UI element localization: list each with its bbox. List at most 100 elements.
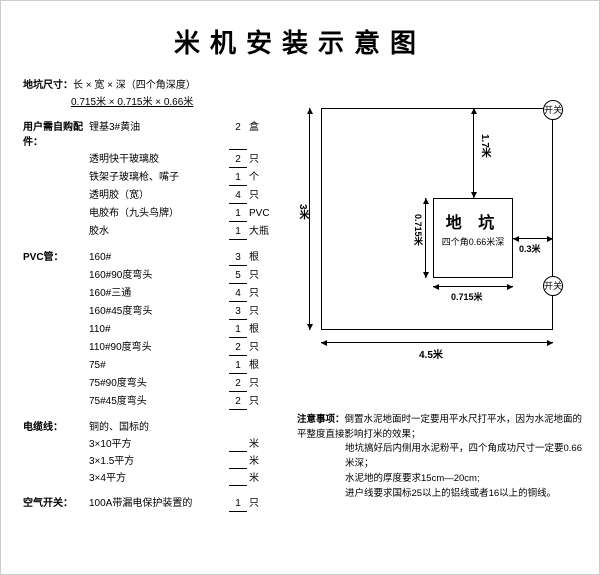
spec-group: 用户需自购配件：锂基3#黄油2盒透明快干玻璃胶2只铁架子玻璃枪、嘴子1个透明胶（… xyxy=(23,120,273,240)
group-name xyxy=(23,170,89,186)
pit-label: 地 坑 xyxy=(434,209,512,233)
notes-head: 注意事项： xyxy=(297,414,345,425)
spec-row: 75#90度弯头2只 xyxy=(23,376,273,392)
item-qty xyxy=(229,454,247,469)
dim-right-gap: 0.3米 xyxy=(519,242,541,255)
dim-pit-h: 0.715米 xyxy=(412,214,425,246)
group-name xyxy=(23,304,89,320)
item-qty: 5 xyxy=(229,268,247,284)
item-qty xyxy=(229,471,247,486)
item-qty: 2 xyxy=(229,152,247,168)
item-qty: 1 xyxy=(229,170,247,186)
item-name: 透明快干玻璃胶 xyxy=(89,152,227,168)
group-name xyxy=(23,376,89,392)
item-qty: 2 xyxy=(229,376,247,392)
item-unit: 盒 xyxy=(249,120,273,150)
group-name: 用户需自购配件： xyxy=(23,120,89,150)
item-name: 铁架子玻璃枪、嘴子 xyxy=(89,170,227,186)
item-unit: 根 xyxy=(249,250,273,266)
spec-row: 电缆线：铜的、国标的 xyxy=(23,420,273,435)
item-name: 3×1.5平方 xyxy=(89,454,227,469)
group-name xyxy=(23,394,89,410)
group-name: 电缆线： xyxy=(23,420,89,435)
spec-row: 电胶布（九头鸟牌）1PVC xyxy=(23,206,273,222)
group-name xyxy=(23,340,89,356)
item-qty: 2 xyxy=(229,340,247,356)
item-name: 75#90度弯头 xyxy=(89,376,227,392)
group-name xyxy=(23,224,89,240)
item-qty: 1 xyxy=(229,224,247,240)
group-name: 空气开关： xyxy=(23,496,89,512)
item-name: 110#90度弯头 xyxy=(89,340,227,356)
spec-row: 110#90度弯头2只 xyxy=(23,340,273,356)
spec-row: 110#1根 xyxy=(23,322,273,338)
group-name xyxy=(23,437,89,452)
spec-row: 胶水1大瓶 xyxy=(23,224,273,240)
group-name xyxy=(23,188,89,204)
floor-plan: 开关 开关 地 坑 四个角0.66米深 4.5米 3米 0.715米 0.715… xyxy=(293,80,573,370)
spec-row: 铁架子玻璃枪、嘴子1个 xyxy=(23,170,273,186)
item-unit: 只 xyxy=(249,340,273,356)
spec-row: 3×10平方 米 xyxy=(23,437,273,452)
item-name: 110# xyxy=(89,322,227,338)
spec-row: 用户需自购配件：锂基3#黄油2盒 xyxy=(23,120,273,150)
item-name: 3×10平方 xyxy=(89,437,227,452)
group-name xyxy=(23,358,89,374)
item-name: 75# xyxy=(89,358,227,374)
group-name xyxy=(23,471,89,486)
item-name: 锂基3#黄油 xyxy=(89,120,227,150)
dim-outer-w: 4.5米 xyxy=(419,346,443,361)
item-unit: 只 xyxy=(249,268,273,284)
note-line-2: 水泥地的厚度要求15cm—20cm; xyxy=(345,472,480,487)
dim-top-gap: 1.7米 xyxy=(477,134,492,158)
spec-group: 电缆线：铜的、国标的3×10平方米3×1.5平方米3×4平方米 xyxy=(23,420,273,486)
item-qty: 1 xyxy=(229,206,247,222)
item-unit: 根 xyxy=(249,322,273,338)
group-name xyxy=(23,322,89,338)
notes: 注意事项：倒置水泥地面时一定要用平水尺打平水，因为水泥地面的平整度直接影响打米的… xyxy=(297,413,587,501)
item-unit: 大瓶 xyxy=(249,224,273,240)
group-name xyxy=(23,454,89,469)
spec-group: PVC管：160#3根160#90度弯头5只160#三通4只160#45度弯头3… xyxy=(23,250,273,410)
arrow-outer-w xyxy=(321,342,553,343)
item-qty: 4 xyxy=(229,286,247,302)
item-qty: 4 xyxy=(229,188,247,204)
item-unit: 只 xyxy=(249,286,273,302)
page-title: 米机安装示意图 xyxy=(1,1,599,68)
item-unit: 只 xyxy=(249,304,273,320)
item-unit: 米 xyxy=(249,471,273,486)
group-name xyxy=(23,286,89,302)
item-unit: 只 xyxy=(249,152,273,168)
arrow-pit-w xyxy=(433,286,513,287)
note-line-1: 地坑搞好后内侧用水泥粉平，四个角成功尺寸一定要0.66米深； xyxy=(345,442,587,471)
pit-dim-values: 0.715米 × 0.715米 × 0.66米 xyxy=(71,95,273,110)
arrow-pit-h xyxy=(425,198,426,278)
item-name: 电胶布（九头鸟牌） xyxy=(89,206,227,222)
spec-row: 3×1.5平方米 xyxy=(23,454,273,469)
item-qty: 3 xyxy=(229,250,247,266)
item-unit: PVC xyxy=(249,206,273,222)
spec-row: 160#45度弯头3只 xyxy=(23,304,273,320)
item-qty: 1 xyxy=(229,322,247,338)
item-qty: 2 xyxy=(229,120,247,150)
item-qty xyxy=(229,437,247,452)
switch-bottom: 开关 xyxy=(543,276,563,296)
item-unit: 只 xyxy=(249,376,273,392)
item-name: 铜的、国标的 xyxy=(89,420,273,435)
pit-sub: 四个角0.66米深 xyxy=(434,235,512,248)
item-qty: 1 xyxy=(229,496,247,512)
item-name: 胶水 xyxy=(89,224,227,240)
spec-row: PVC管：160#3根 xyxy=(23,250,273,266)
spec-panel: 地坑尺寸：长 × 宽 × 深（四个角深度） 0.715米 × 0.715米 × … xyxy=(23,68,273,512)
spec-row: 75#45度弯头2只 xyxy=(23,394,273,410)
pit-outline: 地 坑 四个角0.66米深 xyxy=(433,198,513,278)
item-qty: 1 xyxy=(229,358,247,374)
switch-top: 开关 xyxy=(543,100,563,120)
item-name: 160#90度弯头 xyxy=(89,268,227,284)
item-name: 160#45度弯头 xyxy=(89,304,227,320)
item-unit: 米 xyxy=(249,437,273,452)
dim-outer-h: 3米 xyxy=(295,204,310,220)
item-unit: 只 xyxy=(249,188,273,204)
item-unit: 只 xyxy=(249,496,273,512)
item-name: 160#三通 xyxy=(89,286,227,302)
